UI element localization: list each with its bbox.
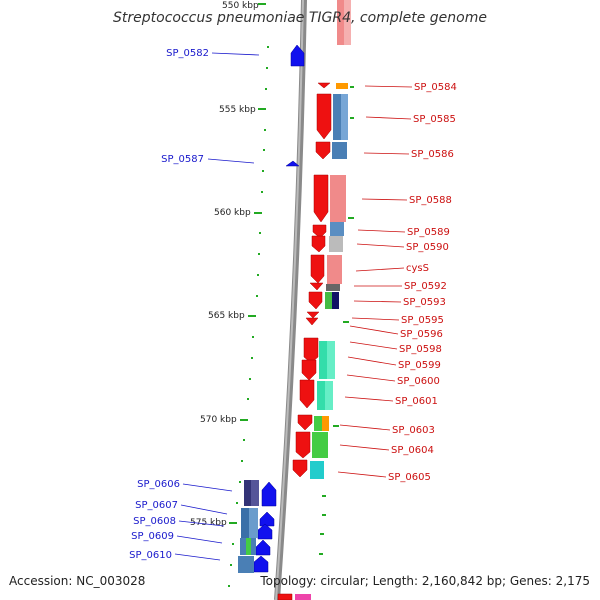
gene-label-sp0600[interactable]: SP_0600 — [397, 376, 440, 387]
left-gene-labels: SP_0582 SP_0587 SP_0606 SP_0607 SP_0608 … — [129, 48, 209, 561]
gene-label-sp0605[interactable]: SP_0605 — [388, 472, 431, 483]
reverse-genes — [253, 44, 305, 573]
gene-arrow-sp0582 — [290, 44, 305, 67]
gene-label-sp0587[interactable]: SP_0587 — [161, 154, 204, 165]
leader-lines-right — [337, 85, 413, 478]
gene-label-sp0610[interactable]: SP_0610 — [129, 550, 172, 561]
gene-label-sp0603[interactable]: SP_0603 — [392, 425, 435, 436]
scale-tick-label: 565 kbp — [208, 311, 245, 321]
gene-arrow-sp0607 — [259, 511, 275, 527]
gene-label-sp0588[interactable]: SP_0588 — [409, 195, 452, 206]
gene-label-sp0608[interactable]: SP_0608 — [133, 516, 176, 527]
accession-text: Accession: NC_003028 — [9, 574, 146, 588]
gene-arrow-bottom — [277, 593, 293, 600]
gene-arrow-sp0598 — [303, 337, 319, 364]
gene-label-sp0582[interactable]: SP_0582 — [166, 48, 209, 59]
gene-arrow-sp0595 — [306, 311, 320, 319]
gene-label-sp0606[interactable]: SP_0606 — [137, 479, 180, 490]
gene-arrow-sp0599 — [301, 359, 317, 381]
scale-tick-label: 550 kbp — [222, 1, 259, 11]
gene-label-sp0609[interactable]: SP_0609 — [131, 531, 174, 542]
gene-label-sp0589[interactable]: SP_0589 — [407, 227, 450, 238]
domain-blocks-right — [295, 0, 351, 600]
scale-tick-label: 555 kbp — [219, 105, 256, 115]
gene-label-sp0590[interactable]: SP_0590 — [406, 242, 449, 253]
gene-arrow-sp0590 — [311, 235, 326, 253]
gene-arrow-sp0604 — [295, 431, 311, 459]
gene-arrow-sp0603 — [297, 414, 313, 431]
gene-label-sp0599[interactable]: SP_0599 — [398, 360, 441, 371]
gene-arrow-sp0605 — [292, 459, 308, 478]
scale-tick-label: 560 kbp — [214, 208, 251, 218]
gene-label-sp0593[interactable]: SP_0593 — [403, 297, 446, 308]
scale-ticks: 550 kbp 555 kbp 560 kbp 565 kbp 570 kbp … — [190, 1, 266, 528]
gene-arrow-sp0586 — [315, 141, 331, 160]
gene-label-sp0595[interactable]: SP_0595 — [401, 315, 444, 326]
gene-arrow-sp0592 — [309, 282, 324, 291]
leader-lines-left — [174, 52, 260, 561]
gene-arrow-sp0596 — [305, 317, 319, 326]
gene-label-sp0601[interactable]: SP_0601 — [395, 396, 438, 407]
gene-arrow-sp0609 — [255, 539, 271, 556]
gene-arrow-sp0606 — [261, 481, 277, 507]
scale-tick-label: 570 kbp — [200, 415, 237, 425]
gene-label-cysS[interactable]: cysS — [406, 263, 429, 274]
page-title: Streptococcus pneumoniae TIGR4, complete… — [113, 10, 487, 26]
domain-blocks-left — [238, 480, 259, 573]
gene-arrow-sp0610 — [253, 555, 269, 573]
minor-ticks-right — [319, 86, 354, 555]
gene-arrow-sp0600 — [299, 379, 315, 409]
minor-ticks-left — [228, 46, 269, 587]
forward-genes — [277, 82, 332, 600]
gene-arrow-sp0588 — [313, 174, 329, 223]
gene-label-sp0598[interactable]: SP_0598 — [399, 344, 442, 355]
gene-arrow-sp0593 — [308, 291, 323, 310]
gene-arrow-sp0585 — [316, 93, 332, 140]
gene-label-sp0592[interactable]: SP_0592 — [404, 281, 447, 292]
gene-label-sp0607[interactable]: SP_0607 — [135, 500, 178, 511]
gene-label-sp0585[interactable]: SP_0585 — [413, 114, 456, 125]
gene-label-sp0596[interactable]: SP_0596 — [400, 329, 443, 340]
right-gene-labels: SP_0584 SP_0585 SP_0586 SP_0588 SP_0589 … — [388, 82, 457, 483]
gene-label-sp0584[interactable]: SP_0584 — [414, 82, 457, 93]
topology-text: Topology: circular; Length: 2,160,842 bp… — [260, 574, 590, 588]
gene-label-sp0604[interactable]: SP_0604 — [391, 445, 434, 456]
scale-tick-label: 575 kbp — [190, 518, 227, 528]
gene-arrow-cysS — [310, 254, 325, 284]
gene-arrow-sp0589 — [312, 224, 327, 239]
genome-backbone-highlight — [275, 0, 304, 600]
gene-arrow-sp0587 — [285, 160, 300, 167]
gene-arrow-sp0584 — [317, 82, 331, 89]
gene-label-sp0586[interactable]: SP_0586 — [411, 149, 454, 160]
